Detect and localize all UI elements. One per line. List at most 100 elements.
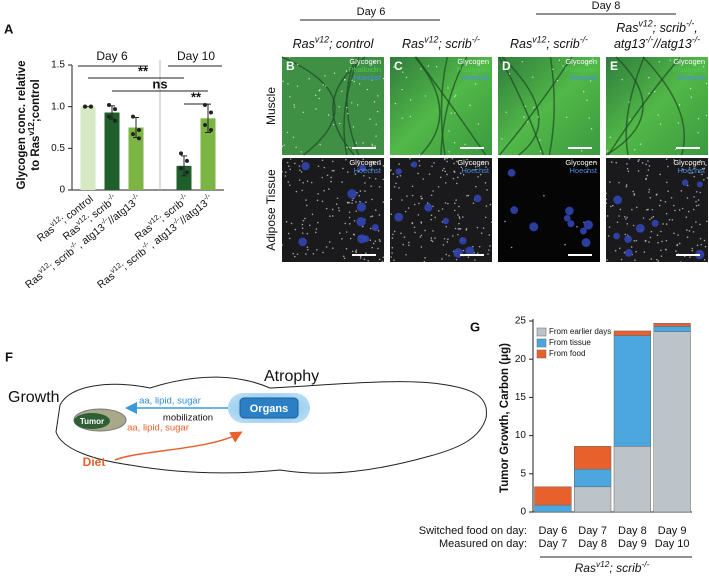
legend-label: From tissue xyxy=(549,338,591,347)
speck xyxy=(696,190,698,193)
speck xyxy=(341,238,343,240)
speck xyxy=(325,85,327,87)
speck xyxy=(464,143,466,146)
speck xyxy=(701,173,703,176)
speck xyxy=(688,167,691,169)
speck xyxy=(472,245,474,248)
speck xyxy=(606,215,609,217)
speck xyxy=(703,239,706,242)
speck xyxy=(317,193,319,195)
speck xyxy=(282,80,284,83)
data-point xyxy=(131,114,135,119)
speck xyxy=(693,196,695,198)
speck xyxy=(306,246,309,248)
speck xyxy=(453,162,455,165)
speck xyxy=(286,161,289,164)
speck xyxy=(474,259,476,261)
superscript: -/- xyxy=(580,35,588,45)
fiber-edge xyxy=(415,56,487,156)
speck xyxy=(393,230,396,233)
speck xyxy=(338,106,340,108)
speck xyxy=(349,237,352,240)
speck xyxy=(697,131,699,134)
speck xyxy=(329,215,331,217)
speck xyxy=(467,256,470,258)
speck xyxy=(633,149,636,151)
superscript: -/- xyxy=(98,215,109,227)
speck xyxy=(374,145,376,147)
speck xyxy=(472,162,475,165)
speck xyxy=(420,222,423,224)
speck xyxy=(703,167,706,170)
speck xyxy=(382,256,385,259)
speck xyxy=(583,90,585,93)
speck xyxy=(307,248,309,251)
speck xyxy=(382,201,385,203)
speck xyxy=(615,161,618,164)
speck xyxy=(438,210,440,212)
x-tick-label: Day 6 xyxy=(539,525,568,537)
speck xyxy=(458,222,460,225)
nucleus xyxy=(411,161,418,168)
speck xyxy=(353,219,356,222)
speck xyxy=(680,190,683,192)
speck xyxy=(460,166,463,169)
speck xyxy=(658,61,660,63)
speck xyxy=(665,239,668,242)
speck xyxy=(301,160,304,162)
data-point xyxy=(107,114,111,119)
speck xyxy=(314,231,317,234)
speck xyxy=(643,251,646,253)
speck xyxy=(432,190,434,192)
speck xyxy=(324,75,326,77)
speck xyxy=(311,213,314,216)
speck xyxy=(390,213,393,216)
speck xyxy=(395,182,397,185)
speck xyxy=(605,198,607,200)
speck xyxy=(692,208,695,211)
speck xyxy=(699,237,702,240)
speck xyxy=(355,210,358,212)
speck xyxy=(700,243,702,246)
speck xyxy=(392,233,394,236)
speck xyxy=(288,237,291,240)
speck xyxy=(697,204,700,206)
speck xyxy=(443,158,446,161)
label: Tumor xyxy=(80,417,104,426)
speck xyxy=(366,88,369,91)
speck xyxy=(649,218,651,221)
speck xyxy=(392,173,395,175)
speck xyxy=(443,237,446,240)
legend-swatch xyxy=(536,349,547,359)
legend-swatch xyxy=(536,327,547,337)
speck xyxy=(300,151,302,153)
speck xyxy=(686,236,689,239)
speck xyxy=(488,249,490,251)
speck xyxy=(318,90,320,92)
rich-label: Glycogen conc. relative xyxy=(16,60,28,189)
speck xyxy=(396,176,399,178)
speck xyxy=(355,251,357,254)
speck xyxy=(378,239,381,241)
speck xyxy=(699,223,701,226)
label: aa, lipid, sugar xyxy=(127,423,189,434)
speck xyxy=(305,253,307,255)
speck xyxy=(696,244,699,247)
speck xyxy=(351,199,354,202)
speck xyxy=(399,175,402,177)
speck xyxy=(586,170,588,173)
row-label: Measured on day: xyxy=(439,538,527,550)
speck xyxy=(424,229,426,232)
fiber-edge xyxy=(440,56,468,156)
speck xyxy=(674,148,677,151)
stain-label: Phalloidin xyxy=(672,65,705,74)
speck xyxy=(648,188,651,191)
speck xyxy=(448,130,450,132)
speck xyxy=(706,220,708,223)
speck xyxy=(434,237,436,239)
speck xyxy=(391,246,394,249)
speck xyxy=(474,168,477,171)
speck xyxy=(682,168,684,171)
speck xyxy=(628,157,631,160)
speck xyxy=(285,220,288,223)
